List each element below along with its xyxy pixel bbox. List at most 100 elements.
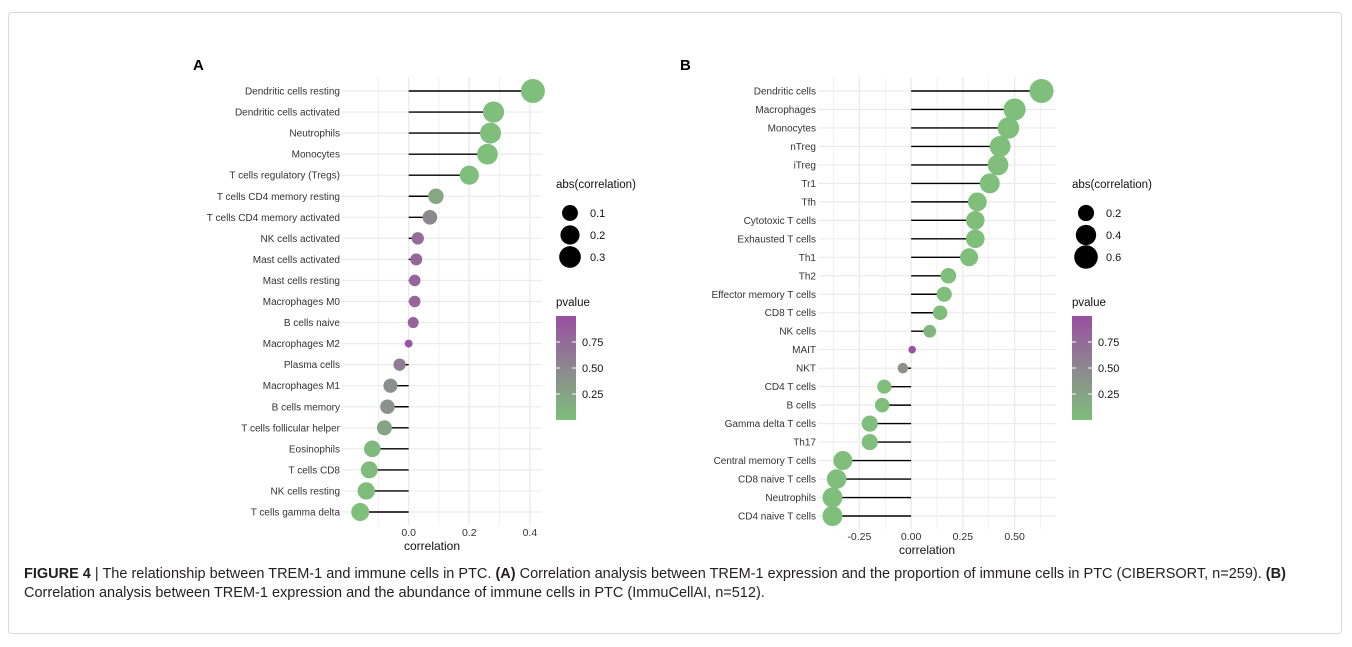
panel-b-size-legend-label: 0.2 [1106,208,1121,220]
panel-b-size-legend-label: 0.4 [1106,230,1121,242]
panel-b-point [833,451,853,471]
panel-b-color-legend-label: 0.75 [1098,337,1119,349]
panel-b-tick-label: 0.50 [1004,531,1025,543]
panel-a-category-label: NK cells resting [271,486,340,497]
panel-a-category-label: T cells regulatory (Tregs) [229,171,340,182]
panel-b-category-label: B cells [787,401,816,412]
panel-a-size-legend-label: 0.3 [590,252,605,264]
panel-b-point [967,192,987,212]
panel-b-color-legend-label: 0.50 [1098,363,1119,375]
panel-b-point [989,135,1011,157]
panel-b-category-label: Neutrophils [765,493,816,504]
caption-figure-number: FIGURE 4 [24,566,91,582]
panel-b-point [979,173,1000,194]
caption-separator: | [90,566,103,582]
panel-b-category-label: Tr1 [801,179,816,190]
panel-b-category-label: CD4 T cells [765,382,816,393]
panel-b-point [932,305,948,320]
panel-a-size-legend-title: abs(correlation) [556,179,636,191]
caption-text-3: Correlation analysis between TREM-1 expr… [24,585,765,601]
panel-b-point [874,397,890,413]
panel-a-size-legend-label: 0.2 [590,230,605,242]
panel-b-category-label: Th1 [799,253,817,264]
panel-a-point [404,339,413,348]
panel-b-size-legend-title: abs(correlation) [1072,179,1152,191]
panel-b-color-legend-label: 0.25 [1098,389,1119,401]
panel-b-point [936,286,952,302]
panel-b-category-label: Th17 [793,438,816,449]
panel-b-point [965,229,985,249]
panel-a-label: A [193,57,204,74]
caption-label-b: (B) [1265,566,1286,582]
panel-a-point [393,358,406,371]
panel-b-category-label: Central memory T cells [714,456,816,467]
panel-a-tick-label: 0.4 [523,527,538,539]
panel-a-size-legend-dot [559,246,581,268]
panel-b-category-label: Dendritic cells [754,87,816,98]
panel-b-tick-label: 0.00 [901,531,922,543]
panel-a-xlabel: correlation [404,539,460,553]
panel-b-category-label: NKT [796,364,816,375]
panel-b-point [822,487,843,508]
panel-a-category-label: B cells naive [284,318,341,329]
panel-a-point [459,165,479,185]
figure-frame [8,12,1342,634]
caption-text-2: Correlation analysis between TREM-1 expr… [515,566,1266,582]
panel-b-point [987,154,1009,176]
panel-b-category-label: CD4 naive T cells [738,512,816,523]
figure-charts: A Dendritic cells resting Dendritic cells … [193,57,1152,557]
panel-a-point [360,461,378,479]
panel-b-category-label: Effector memory T cells [712,290,816,301]
panel-b-category-label: Cytotoxic T cells [744,216,816,227]
panel-b-category-label: Macrophages [755,105,816,116]
panel-b-point [822,506,843,526]
panel-a-category-label: Plasma cells [284,360,340,371]
panel-a-point [408,295,421,308]
panel-b-tick-label: 0.25 [953,531,974,543]
panel-b-point [897,362,909,374]
panel-a-category-label: Macrophages M0 [263,297,341,308]
panel-a-category-label: Mast cells activated [253,255,340,266]
panel-b-point [861,434,878,451]
panel-a-category-label: T cells CD4 memory activated [207,213,340,224]
panel-a-color-legend-title: pvalue [556,297,590,309]
panel-a-category-label: T cells gamma delta [251,508,341,519]
panel-b-size-legend-dot [1077,204,1095,222]
panel-a-point [408,274,421,287]
panel-b-xlabel: correlation [899,543,955,557]
panel-a-point [422,209,438,225]
panel-b-category-label: Gamma delta T cells [725,419,816,430]
panel-a-category-label: Dendritic cells activated [235,108,340,119]
panel-a-category-label: T cells CD8 [289,465,341,476]
panel-a-color-legend-bar [556,316,576,420]
panel-a-category-label: Eosinophils [289,444,340,455]
panel-a-point [477,143,498,165]
panel-a-size-legend-dot [562,205,578,221]
panel-a-category-label: Mast cells resting [263,276,340,287]
panel-a-size-legend-label: 0.1 [590,208,605,220]
caption-text-1: The relationship between TREM-1 and immu… [102,566,496,582]
panel-b-point [877,379,892,394]
panel-b-category-label: Monocytes [768,123,816,134]
panel-b-color-legend-bar [1072,316,1092,420]
panel-b-point [923,324,937,338]
panel-a-point [363,440,381,458]
panel-a-point [520,79,545,103]
panel-b-point [861,415,878,432]
panel-b-category-label: Th2 [799,271,817,282]
panel-a-size-legend-dot [560,225,580,245]
panel-a-color-legend-label: 0.75 [582,337,603,349]
panel-a-category-label: NK cells activated [261,234,340,245]
panel-a-category-label: Monocytes [292,150,340,161]
panel-a-point [380,399,395,415]
panel-a-tick-label: 0.2 [462,527,477,539]
panel-a-point [351,503,370,521]
panel-a-point [407,317,419,329]
panel-b-point [826,469,847,489]
panel-b-category-label: Tfh [802,197,816,208]
panel-b-point [908,345,916,354]
panel-a-point [410,253,423,266]
panel-b-point [1029,79,1054,103]
panel-b-color-legend-title: pvalue [1072,297,1106,309]
panel-b-point [960,248,979,267]
